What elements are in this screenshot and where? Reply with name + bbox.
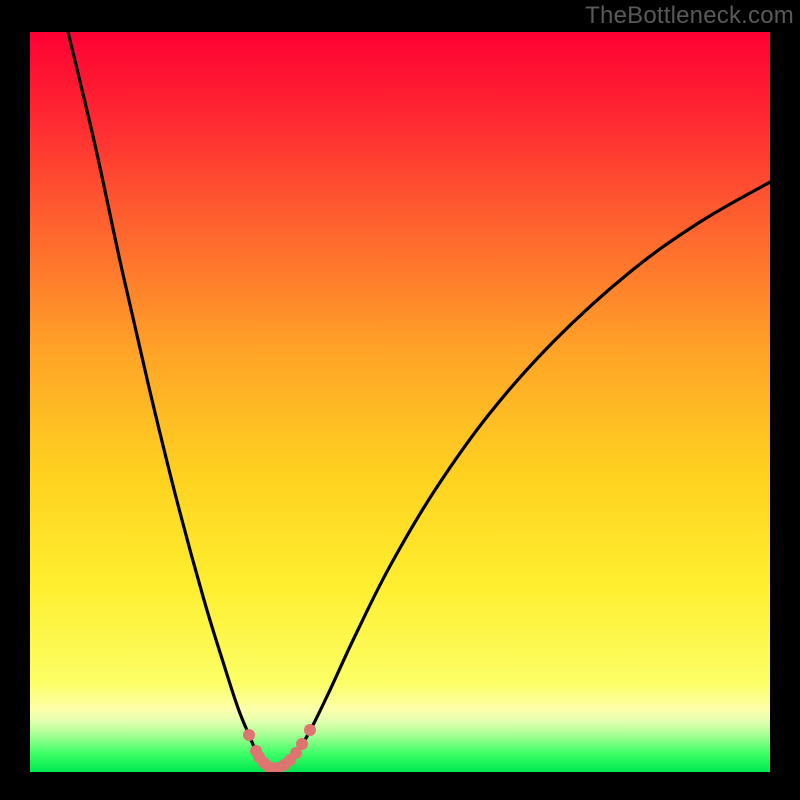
curve-marker — [304, 724, 316, 736]
bottleneck-curve-chart — [0, 0, 800, 800]
watermark-text: TheBottleneck.com — [585, 2, 794, 30]
curve-marker — [243, 729, 255, 741]
curve-marker — [296, 738, 308, 750]
gradient-background — [30, 32, 770, 772]
figure-container: TheBottleneck.com — [0, 0, 800, 800]
